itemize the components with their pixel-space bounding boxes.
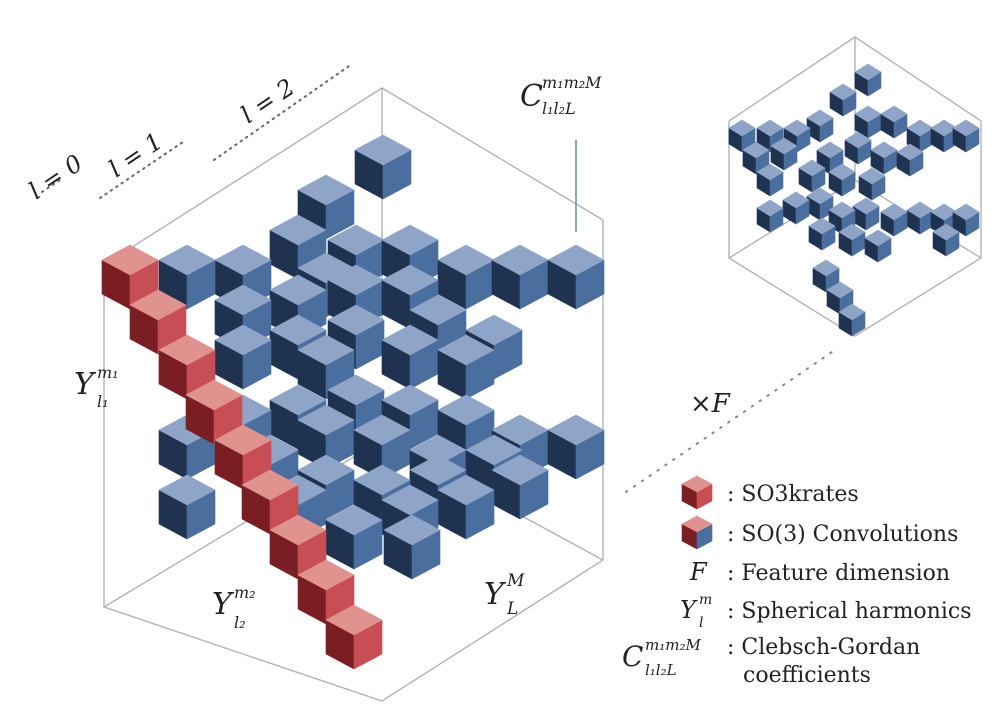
small-cube-33 xyxy=(864,229,892,263)
main-tensor-cubes xyxy=(101,134,605,670)
legend-text-convolutions: : SO(3) Convolutions xyxy=(727,522,958,547)
small-cube-22 xyxy=(782,191,810,225)
axis-right-sub: L xyxy=(506,599,518,619)
blue-cube-22 xyxy=(437,334,495,400)
legend-text-harmonics: : Spherical harmonics xyxy=(727,599,972,624)
legend-symbol-c-sup: m₁m₂M xyxy=(645,636,701,654)
axis-bottom-sup: m₂ xyxy=(234,583,256,602)
small-cube-18 xyxy=(756,163,784,197)
axis-bottom-base: Y xyxy=(212,587,235,622)
blue-cube-42 xyxy=(158,474,216,540)
small-cube-11 xyxy=(844,131,872,165)
small-cube-24 xyxy=(756,199,784,233)
blue-cube-45 xyxy=(383,514,441,580)
legend-text-feature: : Feature dimension xyxy=(727,561,950,586)
small-cube-0 xyxy=(854,63,882,97)
blue-cube-20 xyxy=(381,324,439,390)
small-cube-15 xyxy=(870,141,898,175)
small-cube-36 xyxy=(838,303,866,337)
legend-symbol-y-sup: m xyxy=(699,592,712,608)
legend-symbol-f: F xyxy=(689,558,708,586)
small-cube-30 xyxy=(808,217,836,251)
red-cube-6 xyxy=(269,514,327,580)
axis-label-left: Y m₁ l₁ xyxy=(74,363,119,411)
small-cube-20 xyxy=(858,167,886,201)
blue-cube-44 xyxy=(325,504,383,570)
legend-red-cube-icon xyxy=(681,475,713,510)
axis-right-sup: M xyxy=(506,571,525,591)
degree-label-2: l = 2 xyxy=(236,73,300,129)
axis-label-bottom: Y m₂ l₂ xyxy=(212,583,256,632)
small-cube-16 xyxy=(896,143,924,177)
degree-labels: l = 0 l = 1 l = 2 xyxy=(24,73,300,205)
small-cube-19 xyxy=(828,163,856,197)
cg-base: C xyxy=(520,79,543,114)
legend-text-cg-2: coefficients xyxy=(743,663,871,688)
feature-guide xyxy=(625,351,833,493)
blue-cube-38 xyxy=(491,454,549,520)
blue-cube-28 xyxy=(297,404,355,470)
legend: : SO3krates : SO(3) Convolutions F : Fea… xyxy=(622,475,972,688)
legend-symbol-c-base: C xyxy=(622,640,643,673)
axis-left-sup: m₁ xyxy=(97,363,119,382)
legend-split-cube-icon xyxy=(681,515,713,550)
legend-red-cube xyxy=(681,475,713,510)
small-cube-27 xyxy=(880,203,908,237)
blue-cube-6 xyxy=(158,244,216,310)
red-cube-1 xyxy=(129,289,187,355)
legend-symbol-y-base: Y xyxy=(680,596,698,624)
blue-cube-24 xyxy=(269,384,327,450)
axis-left-sub: l₁ xyxy=(97,392,109,411)
legend-text-so3krates: : SO3krates xyxy=(727,482,859,507)
small-cube-26 xyxy=(906,201,934,235)
legend-text-cg: : Clebsch-Gordan xyxy=(727,635,920,660)
small-cube-17 xyxy=(798,159,826,193)
axis-bottom-sub: l₂ xyxy=(234,613,246,632)
small-cube-8 xyxy=(906,119,934,153)
small-cube-4 xyxy=(806,109,834,143)
small-cube-31 xyxy=(838,223,866,257)
axis-right-base: Y xyxy=(484,577,507,612)
small-cube-3 xyxy=(880,105,908,139)
legend-symbol-y-sub: l xyxy=(699,615,703,631)
cg-sub: l₁l₂L xyxy=(542,99,576,118)
legend-split-cube xyxy=(681,515,713,550)
small-cube-12 xyxy=(770,137,798,171)
degree-guides xyxy=(41,63,353,199)
red-cube-3 xyxy=(185,379,243,445)
feature-multiplier: ×F xyxy=(690,389,731,419)
blue-cube-8 xyxy=(491,244,549,310)
blue-cube-0 xyxy=(354,134,412,200)
cg-symbol-top: C m₁m₂M l₁l₂L xyxy=(520,73,602,118)
blue-cube-9 xyxy=(547,244,605,310)
feature-tensor-cubes xyxy=(728,63,980,337)
blue-cube-32 xyxy=(353,414,411,480)
red-cube-8 xyxy=(325,604,383,670)
degree-label-1: l = 1 xyxy=(104,127,168,183)
blue-cube-7 xyxy=(437,244,495,310)
small-cube-10 xyxy=(952,119,980,153)
cg-sup: m₁m₂M xyxy=(542,73,602,92)
small-cube-23 xyxy=(852,197,880,231)
axis-left-base: Y xyxy=(74,367,97,402)
small-cube-32 xyxy=(932,223,960,257)
red-cube-2 xyxy=(158,334,216,400)
blue-cube-31 xyxy=(547,414,605,480)
degree-label-0: l = 0 xyxy=(24,149,88,205)
axis-label-right: Y M L xyxy=(484,571,525,619)
legend-symbol-c-sub: l₁l₂L xyxy=(645,661,677,679)
small-cube-1 xyxy=(829,83,857,117)
blue-cube-19 xyxy=(214,324,272,390)
